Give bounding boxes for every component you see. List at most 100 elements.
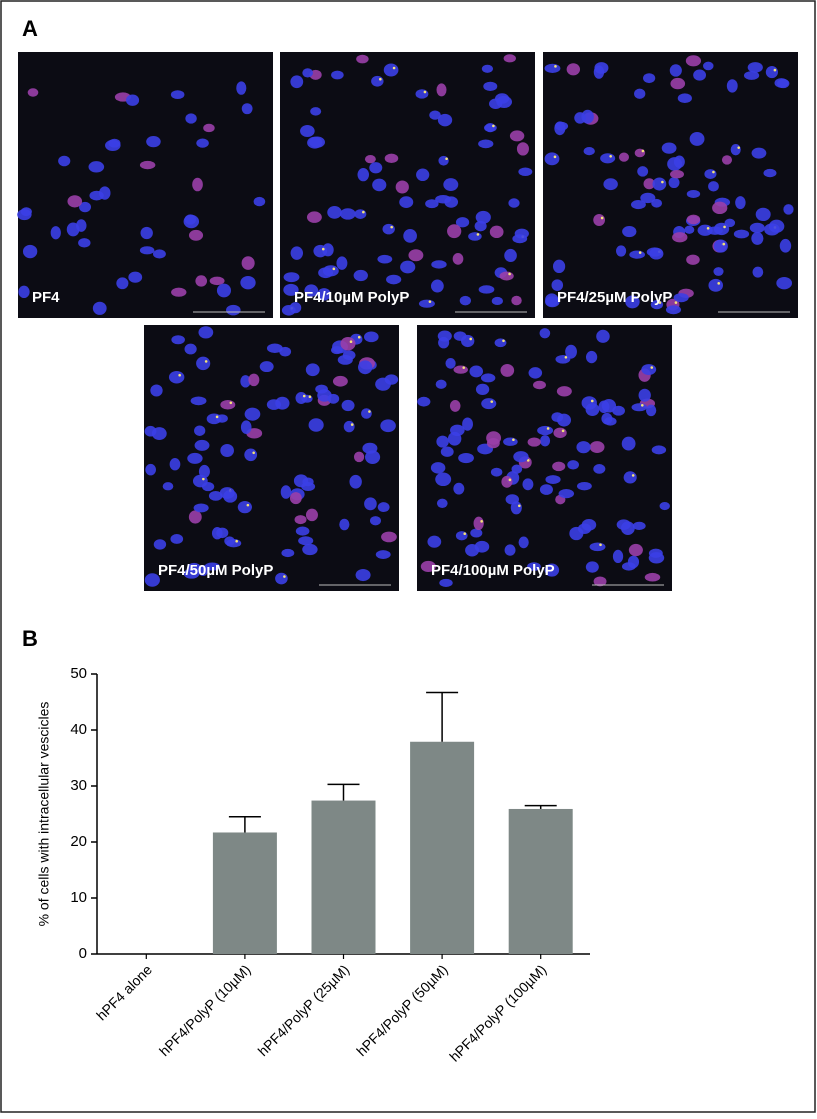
cell — [362, 442, 378, 454]
cell — [527, 562, 541, 571]
cell — [527, 437, 541, 447]
image-label: PF4 — [32, 289, 60, 306]
vesicle — [631, 474, 635, 477]
cell — [453, 365, 468, 374]
cell — [295, 392, 307, 404]
cell — [327, 393, 340, 404]
cell — [339, 518, 350, 531]
vesicle — [561, 429, 565, 433]
vesicle — [332, 267, 336, 271]
cell — [665, 305, 682, 315]
cell — [327, 205, 342, 219]
cell — [403, 229, 417, 243]
cell — [381, 531, 397, 543]
cell — [593, 576, 607, 587]
cell — [386, 274, 402, 285]
cell — [153, 539, 167, 550]
cell — [644, 572, 661, 582]
vesicle — [229, 401, 233, 405]
cell — [449, 399, 461, 412]
cell — [596, 329, 610, 343]
cell — [593, 213, 606, 226]
cell — [196, 356, 211, 371]
cell — [211, 527, 223, 540]
cell — [364, 497, 377, 511]
cell — [539, 328, 551, 339]
cell — [304, 284, 319, 297]
cell — [621, 436, 636, 451]
cell — [721, 155, 733, 165]
cell — [576, 481, 592, 491]
cell — [206, 413, 222, 425]
cell — [375, 550, 391, 559]
bar — [508, 808, 573, 954]
cell — [459, 295, 471, 306]
cell — [275, 396, 290, 410]
cell — [440, 446, 454, 457]
y-tick-label: 10 — [70, 889, 87, 906]
cell — [416, 168, 430, 182]
cell — [302, 68, 314, 78]
cell — [632, 521, 646, 531]
cell — [749, 222, 765, 234]
cell — [193, 503, 209, 513]
cell — [198, 326, 214, 339]
cell — [648, 552, 665, 564]
cell — [645, 404, 657, 417]
cell — [192, 177, 203, 192]
cell — [552, 461, 566, 472]
panel-label: A — [22, 16, 38, 41]
cell — [290, 75, 304, 89]
cell — [216, 283, 231, 298]
cell — [307, 136, 323, 149]
cell — [743, 71, 760, 80]
vesicle — [469, 337, 472, 341]
cell — [438, 155, 449, 166]
cell — [343, 420, 355, 433]
cell — [283, 283, 299, 296]
cell — [643, 73, 656, 84]
cell — [704, 169, 717, 179]
cell — [220, 443, 234, 458]
vesicle — [462, 366, 466, 369]
cell — [151, 427, 167, 441]
cell — [336, 256, 348, 270]
cell — [593, 464, 606, 474]
cell — [638, 388, 651, 402]
cell — [289, 302, 302, 314]
cell — [194, 425, 206, 436]
cell — [652, 177, 667, 191]
cell — [226, 539, 242, 548]
cell — [631, 403, 648, 412]
cell — [651, 445, 667, 455]
cell — [468, 232, 482, 241]
cell — [686, 254, 700, 265]
image-label: PF4/100µM PolyP — [431, 562, 555, 579]
cell — [685, 55, 702, 67]
cell — [253, 196, 266, 207]
cell — [384, 153, 399, 164]
vesicle — [674, 301, 678, 304]
cell — [340, 208, 356, 220]
cell — [168, 370, 185, 384]
cell — [537, 425, 554, 436]
cell — [703, 61, 714, 71]
cell — [628, 543, 643, 557]
cell — [447, 224, 462, 239]
cell — [494, 338, 507, 348]
cell — [240, 375, 251, 388]
cell — [18, 285, 30, 299]
cell — [408, 249, 424, 262]
cell — [445, 358, 456, 369]
cell — [509, 130, 525, 142]
vesicle — [554, 65, 557, 68]
cell — [522, 478, 534, 491]
image-label: PF4/25µM PolyP — [557, 289, 672, 306]
cell — [478, 139, 494, 149]
y-tick-label: 0 — [79, 945, 87, 962]
cell — [184, 343, 197, 355]
cell — [514, 228, 529, 239]
vesicle — [609, 154, 612, 158]
cell — [621, 562, 636, 571]
vesicle — [321, 247, 325, 251]
